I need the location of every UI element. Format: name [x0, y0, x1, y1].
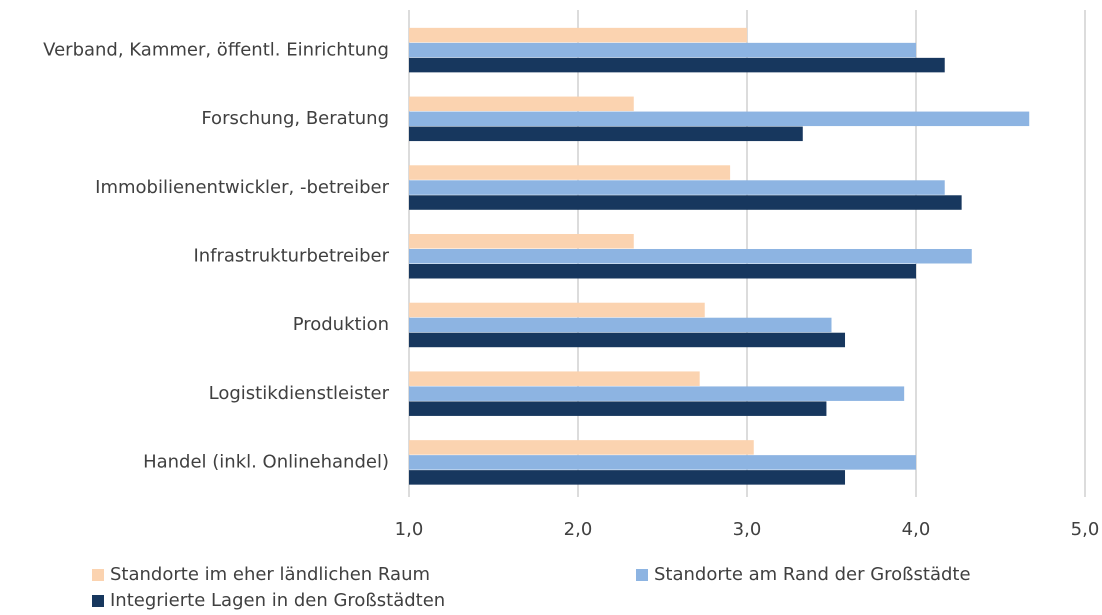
- bar: [409, 386, 905, 401]
- bar: [409, 165, 731, 180]
- bar: [409, 302, 705, 318]
- bar: [409, 195, 962, 210]
- y-tick-label: Immobilienentwickler, -betreiber: [95, 177, 389, 198]
- legend-label: Integrierte Lagen in den Großstädten: [110, 590, 445, 611]
- y-tick-label: Forschung, Beratung: [201, 108, 389, 129]
- x-tick-label: 5,0: [1071, 519, 1100, 540]
- bar: [409, 126, 803, 142]
- bar: [409, 180, 945, 195]
- x-tick-label: 2,0: [564, 519, 593, 540]
- y-tick-label: Logistikdienstleister: [209, 383, 390, 404]
- y-tick-label: Handel (inkl. Onlinehandel): [143, 452, 389, 473]
- bar: [409, 42, 916, 58]
- bar: [409, 440, 754, 455]
- bar: [409, 264, 916, 279]
- bar: [409, 249, 972, 264]
- bar: [409, 57, 945, 73]
- x-tick-label: 4,0: [902, 519, 931, 540]
- bar: [409, 332, 846, 348]
- x-tick-label: 1,0: [395, 519, 424, 540]
- legend-swatch: [92, 595, 104, 607]
- bar: [409, 111, 1030, 127]
- legend-swatch: [636, 569, 648, 581]
- y-tick-label: Produktion: [293, 314, 389, 335]
- bar: [409, 455, 916, 470]
- legend-label: Standorte am Rand der Großstädte: [654, 564, 971, 585]
- bar: [409, 401, 827, 416]
- bar: [409, 371, 700, 386]
- bar: [409, 317, 832, 333]
- bar: [409, 470, 846, 485]
- legend-swatch: [92, 569, 104, 581]
- bar: [409, 27, 747, 43]
- bar: [409, 234, 634, 249]
- y-tick-label: Infrastrukturbetreiber: [193, 246, 389, 267]
- y-tick-label: Verband, Kammer, öffentl. Einrichtung: [43, 39, 389, 60]
- bar: [409, 96, 634, 112]
- legend-label: Standorte im eher ländlichen Raum: [110, 564, 430, 585]
- x-tick-label: 3,0: [733, 519, 762, 540]
